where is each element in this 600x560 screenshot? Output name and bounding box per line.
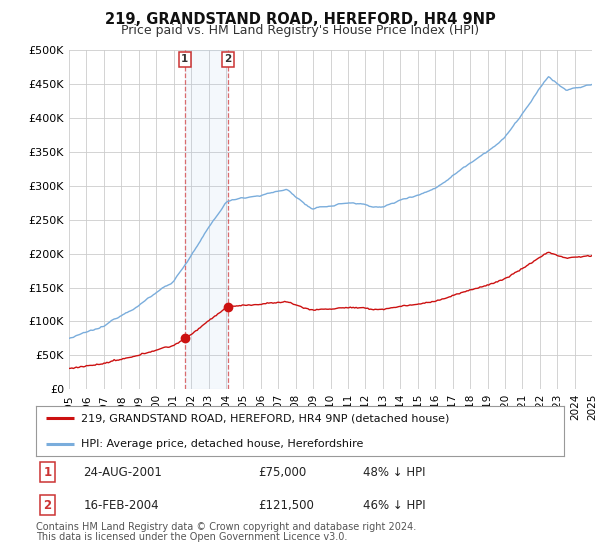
Text: This data is licensed under the Open Government Licence v3.0.: This data is licensed under the Open Gov…: [36, 532, 347, 542]
Text: £121,500: £121,500: [258, 498, 314, 512]
Text: 219, GRANDSTAND ROAD, HEREFORD, HR4 9NP: 219, GRANDSTAND ROAD, HEREFORD, HR4 9NP: [104, 12, 496, 27]
Text: Price paid vs. HM Land Registry's House Price Index (HPI): Price paid vs. HM Land Registry's House …: [121, 24, 479, 36]
Text: 16-FEB-2004: 16-FEB-2004: [83, 498, 159, 512]
Text: HPI: Average price, detached house, Herefordshire: HPI: Average price, detached house, Here…: [81, 439, 363, 449]
Text: 2: 2: [224, 54, 232, 64]
Text: 24-AUG-2001: 24-AUG-2001: [83, 465, 163, 479]
Text: 2: 2: [44, 498, 52, 512]
Text: 48% ↓ HPI: 48% ↓ HPI: [364, 465, 426, 479]
Text: 46% ↓ HPI: 46% ↓ HPI: [364, 498, 426, 512]
Text: 219, GRANDSTAND ROAD, HEREFORD, HR4 9NP (detached house): 219, GRANDSTAND ROAD, HEREFORD, HR4 9NP …: [81, 413, 449, 423]
Text: 1: 1: [181, 54, 188, 64]
Text: 1: 1: [44, 465, 52, 479]
Text: £75,000: £75,000: [258, 465, 306, 479]
Text: Contains HM Land Registry data © Crown copyright and database right 2024.: Contains HM Land Registry data © Crown c…: [36, 522, 416, 532]
Bar: [185, 50, 228, 389]
